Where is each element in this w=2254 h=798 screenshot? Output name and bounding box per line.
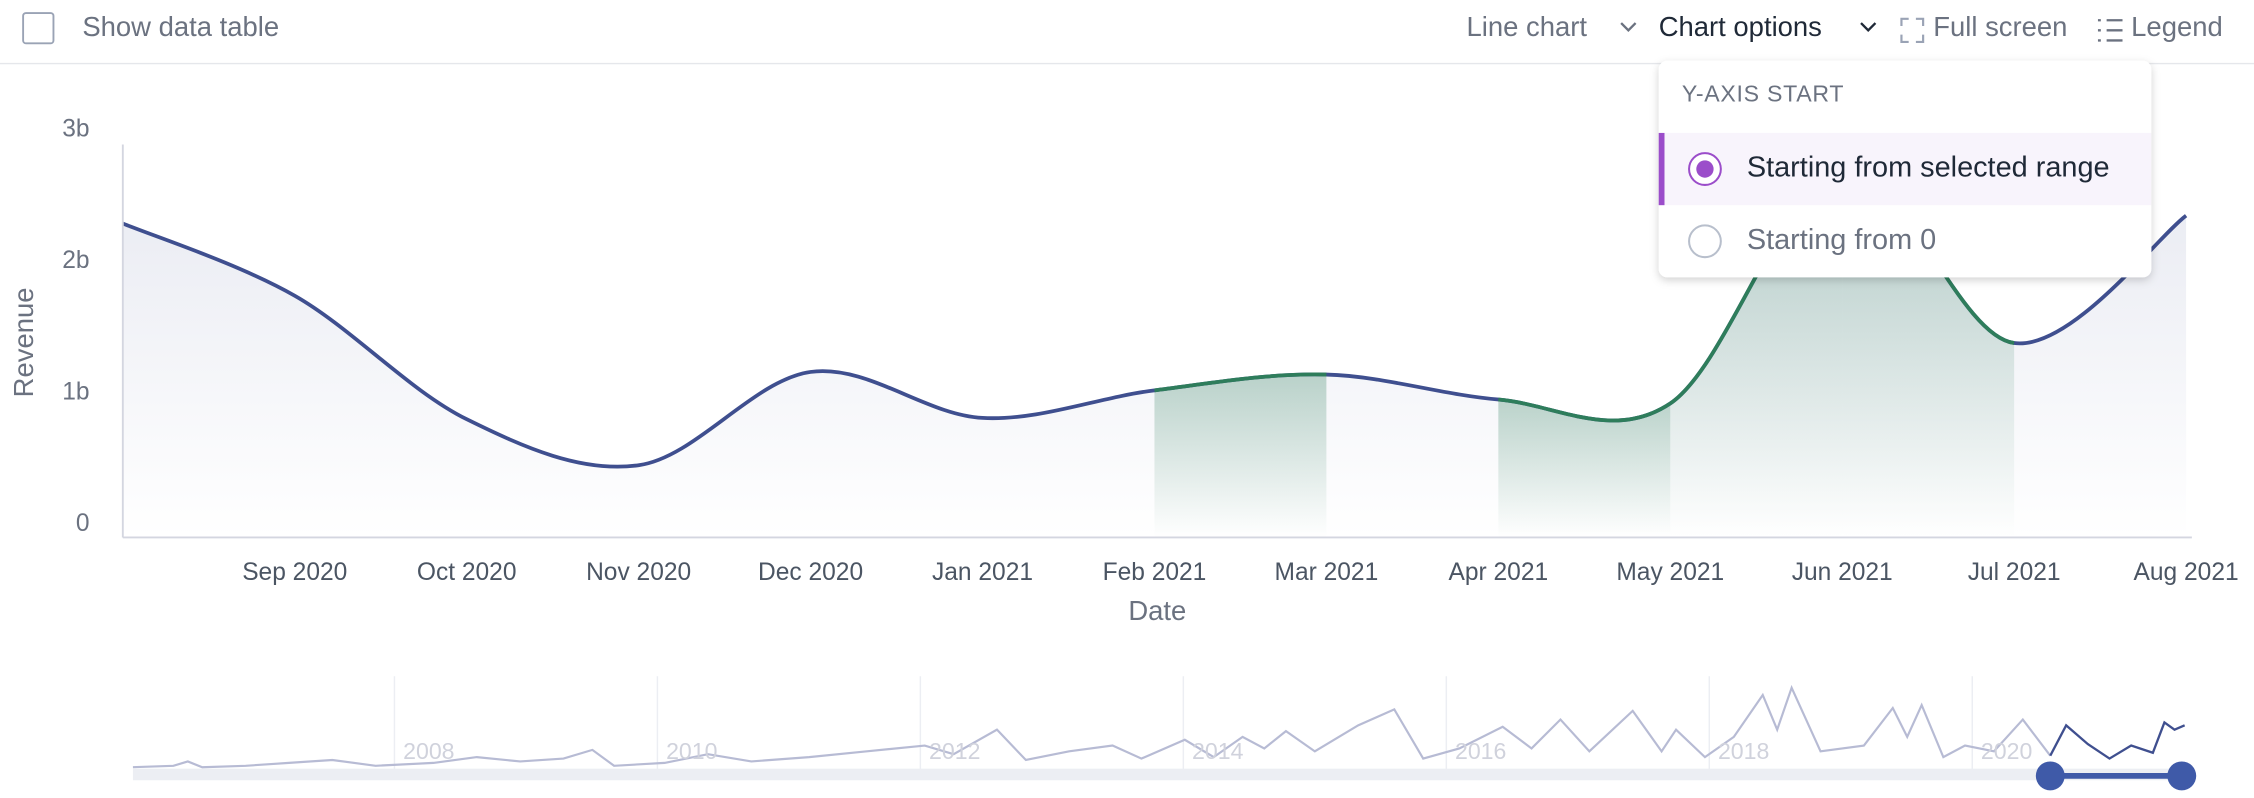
- legend[interactable]: Legend: [2131, 11, 2223, 42]
- x-tick-label: Jan 2021: [932, 559, 1033, 586]
- radio-dot: [1696, 160, 1714, 178]
- option-label[interactable]: Starting from selected range: [1747, 152, 2110, 184]
- show-data-table[interactable]: Show data table: [82, 11, 279, 42]
- radio[interactable]: [1688, 224, 1722, 259]
- x-tick-label: Feb 2021: [1103, 559, 1207, 586]
- checkbox[interactable]: [22, 12, 55, 45]
- x-tick-label: Jun 2021: [1792, 559, 1893, 586]
- navigator-label: 2020: [1981, 738, 2032, 764]
- x-tick-label: Apr 2021: [1449, 559, 1549, 586]
- x-tick-label: May 2021: [1616, 559, 1724, 586]
- y-tick-label: 2b: [62, 247, 89, 274]
- area-highlight: [1154, 374, 1327, 538]
- x-tick-label: Mar 2021: [1275, 559, 1379, 586]
- chart-type[interactable]: Line chart: [1467, 11, 1588, 42]
- x-tick-label: Jul 2021: [1968, 559, 2061, 586]
- x-tick-label: Aug 2021: [2134, 559, 2239, 586]
- navigator-label: 2014: [1192, 738, 1244, 764]
- x-tick-label: Oct 2020: [417, 559, 517, 586]
- dropdown-header: Y-AXIS START: [1682, 80, 1844, 106]
- chevron: [1620, 22, 1637, 32]
- option-marker: [1658, 132, 1665, 206]
- y-tick-label: 3b: [62, 116, 89, 143]
- navigator-handle[interactable]: [2035, 761, 2065, 791]
- navigator-label: 2018: [1718, 738, 1769, 764]
- navigator: 2008 2010 2012 2014 2016 2018 2020: [132, 676, 2197, 791]
- navigator-label: 2008: [403, 738, 454, 764]
- y-tick-label: 0: [76, 510, 90, 537]
- x-tick-label: Dec 2020: [758, 559, 863, 586]
- x-tick-label: Nov 2020: [586, 559, 691, 586]
- option-highlight: [1658, 132, 2152, 206]
- y-tick-label: 1b: [62, 378, 89, 405]
- y-axis-title: Revenue: [8, 288, 39, 398]
- full-screen[interactable]: Full screen: [1933, 11, 2067, 42]
- navigator-label: 2016: [1455, 738, 1506, 764]
- navigator-handle[interactable]: [2167, 761, 2197, 791]
- chevron: [1860, 22, 1877, 32]
- x-axis-title: Date: [1128, 595, 1186, 626]
- navigator-selected-series: [2049, 720, 2186, 760]
- navigator-track: [132, 768, 2192, 781]
- legend-icon: [2097, 19, 2123, 42]
- option-label[interactable]: Starting from 0: [1747, 224, 1936, 256]
- navigator-label: 2012: [929, 738, 980, 764]
- x-tick-label: Sep 2020: [242, 559, 347, 586]
- fullscreen-icon: [1900, 17, 1925, 43]
- navigator-series: [132, 684, 2052, 769]
- area-highlight: [1498, 399, 1671, 538]
- navigator-label: 2010: [666, 738, 717, 764]
- chart-options[interactable]: Chart options: [1659, 11, 1822, 42]
- line-highlight: [1498, 397, 1672, 423]
- line-highlight: [1154, 372, 1327, 393]
- dropdown: Y-AXIS START Starting from selected rang…: [1658, 60, 2152, 278]
